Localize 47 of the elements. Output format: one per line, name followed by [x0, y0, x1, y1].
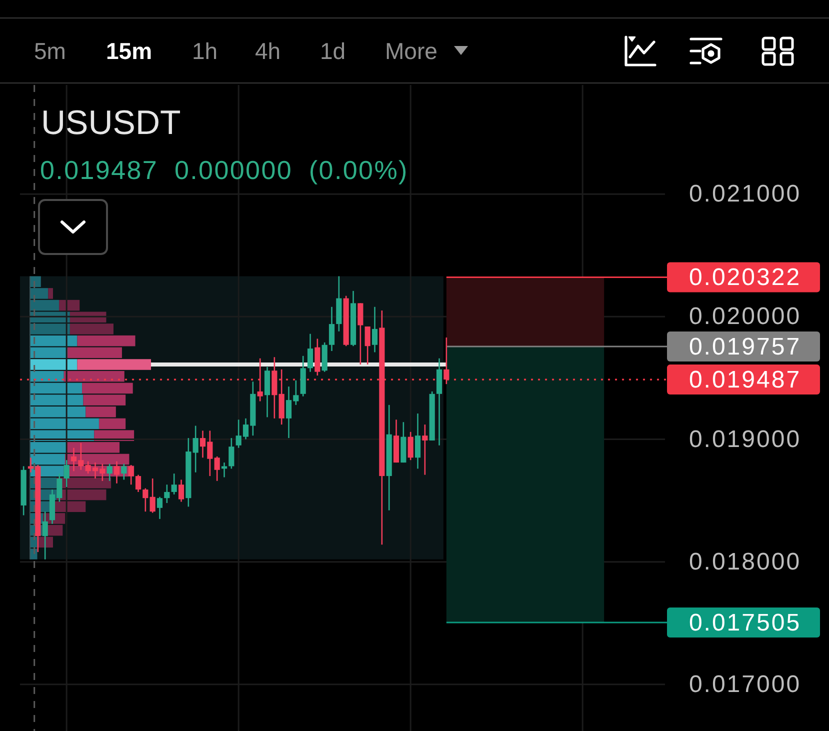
candlestick [257, 358, 263, 402]
y-tick-label: 0.020000 [688, 303, 802, 330]
candlestick [422, 424, 428, 476]
y-tick-label: 0.018000 [688, 548, 802, 576]
candlestick [142, 488, 148, 512]
bar [48, 288, 53, 299]
bar [77, 359, 151, 370]
candlestick [64, 459, 70, 488]
bar [30, 359, 78, 370]
candlestick [128, 464, 134, 486]
candlestick [444, 336, 450, 385]
text: 15m [106, 38, 152, 64]
candlestick [42, 510, 48, 560]
y-tick-label: 0.019000 [688, 426, 802, 453]
y-tick-label: 0.017000 [688, 670, 802, 698]
candlestick [171, 472, 177, 496]
ref-line-label: 0.019487 [688, 366, 802, 394]
candlestick [164, 484, 170, 504]
ref-line-label: 0.019757 [688, 332, 802, 360]
text: 4h [255, 38, 281, 64]
candlestick [372, 306, 378, 353]
ref-line-label: 0.020322 [688, 264, 802, 291]
candlestick [358, 302, 364, 366]
candlestick [364, 326, 370, 366]
candlestick [156, 496, 163, 520]
candlestick [150, 478, 156, 514]
y-tick-label: 0.021000 [688, 180, 802, 208]
text: 1d [320, 38, 346, 64]
text: 0.019487 0.000000 (0.00%) [40, 155, 408, 185]
candlestick [228, 437, 234, 470]
candlestick [106, 463, 112, 482]
text: More [385, 38, 438, 64]
text: USUSDT [41, 104, 181, 142]
candlestick [307, 333, 314, 372]
candlestick [121, 463, 127, 480]
candlestick [414, 412, 421, 470]
candlestick [328, 306, 335, 352]
text: 1h [192, 38, 218, 64]
candlestick [408, 431, 414, 461]
candlestick [221, 462, 228, 478]
ref-line-label: 0.017505 [688, 609, 802, 636]
candlestick [192, 425, 198, 474]
candlestick [114, 460, 120, 484]
candlestick [214, 456, 220, 482]
candlestick [135, 474, 142, 493]
candlestick [178, 479, 184, 502]
text: 5m [34, 38, 66, 64]
